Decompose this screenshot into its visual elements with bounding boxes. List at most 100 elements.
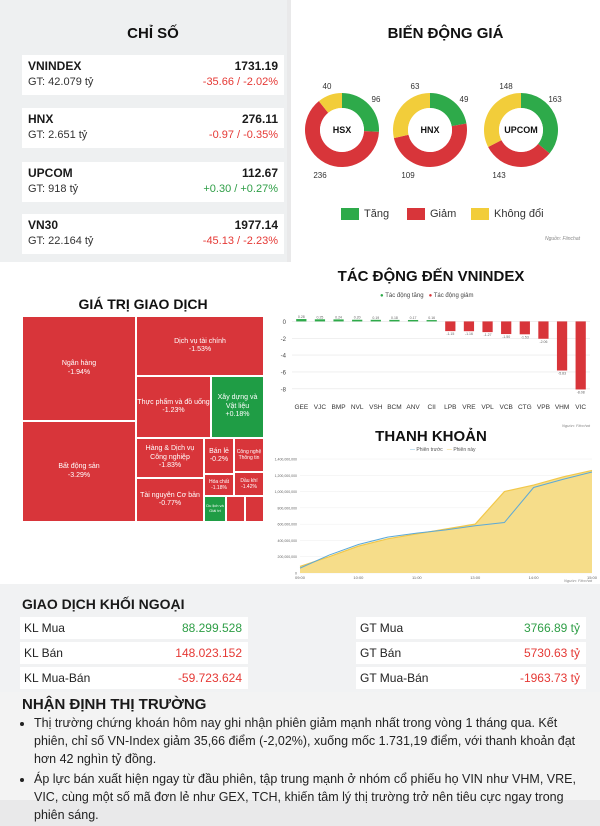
liquidity-source: Nguồn: Fiinchat bbox=[564, 578, 593, 583]
legend-dot-down-icon: ● bbox=[428, 293, 433, 299]
impact-data-label: -1.15 bbox=[446, 332, 454, 336]
impact-legend-down: Tác động giảm bbox=[433, 293, 474, 299]
donut-down-count: 236 bbox=[313, 171, 327, 180]
impact-data-label: 0.24 bbox=[335, 315, 342, 319]
impact-bar bbox=[482, 321, 493, 333]
donut-up-count: 49 bbox=[460, 95, 469, 104]
foreign-label: GT Mua-Bán bbox=[360, 671, 429, 685]
index-trade-value: GT: 42.079 tỷ bbox=[28, 76, 94, 88]
impact-x-tick: CII bbox=[428, 404, 437, 411]
index-change: -45.13 / -2.23% bbox=[202, 235, 278, 247]
impact-data-label: 0.19 bbox=[372, 316, 379, 320]
legend-flat-swatch bbox=[471, 208, 489, 221]
impact-title: TÁC ĐỘNG ĐẾN VNINDEX bbox=[337, 268, 525, 285]
legend-line-a-icon: — bbox=[410, 447, 415, 453]
liquidity-area bbox=[300, 470, 592, 573]
index-name: HNX bbox=[28, 112, 54, 126]
analysis-title: NHẬN ĐỊNH THỊ TRƯỜNG bbox=[22, 696, 207, 713]
donut-slice-flat bbox=[393, 93, 430, 139]
liquidity-y-tick: 1,000,000,000 bbox=[275, 490, 297, 494]
index-trade-value: GT: 918 tỷ bbox=[28, 183, 79, 195]
donut-slice-up bbox=[521, 93, 558, 154]
tm-label: Xây dựng và Vật liệu bbox=[217, 394, 258, 410]
tm-cell-tai-nguyen: Tài nguyên Cơ bản -0.77% bbox=[136, 478, 204, 522]
liquidity-line-previous bbox=[299, 471, 593, 569]
index-card-vnindex: VNINDEX GT: 42.079 tỷ 1731.19 -35.66 / -… bbox=[22, 55, 284, 95]
index-value: 276.11 bbox=[241, 112, 278, 126]
legend-flat: Không đổi bbox=[471, 208, 544, 221]
impact-source: Nguồn: Fiinchat bbox=[562, 423, 591, 428]
legend-up: Tăng bbox=[341, 208, 389, 221]
tm-pct: -0.77% bbox=[158, 500, 182, 507]
impact-bar bbox=[575, 321, 586, 390]
tm-label: Du lịch và Giải trí bbox=[206, 503, 224, 513]
tm-label: Thực phẩm và đồ uống bbox=[137, 398, 210, 406]
foreign-row: GT Bán 5730.63 tỷ bbox=[356, 642, 586, 664]
impact-x-tick: VCB bbox=[500, 404, 513, 411]
foreign-row: GT Mua-Bán -1963.73 tỷ bbox=[356, 667, 586, 689]
liquidity-chart: 1,400,000,000 1,200,000,000 1,000,000,000 8… bbox=[275, 458, 598, 584]
impact-data-label: 0.25 bbox=[317, 315, 324, 319]
index-name: UPCOM bbox=[28, 166, 73, 180]
impact-y-tick: 0 bbox=[283, 320, 287, 326]
liquidity-x-tick: 09:00 bbox=[295, 575, 306, 580]
donut-center-label: HSX bbox=[333, 125, 352, 135]
donut-slice-down bbox=[488, 140, 550, 168]
tm-pct: -1.42% bbox=[241, 484, 257, 490]
foreign-label: GT Mua bbox=[360, 621, 404, 635]
tm-cell-hoa-chat: Hóa chất -1.18% bbox=[204, 474, 234, 496]
impact-x-tick: VJC bbox=[314, 404, 327, 411]
donut-hole bbox=[499, 108, 543, 152]
impact-data-label: -1.27 bbox=[484, 333, 492, 337]
impact-y-tick: -8 bbox=[281, 387, 287, 393]
impact-x-tick: VSH bbox=[369, 404, 383, 411]
price-movement-title: BIẾN ĐỘNG GIÁ bbox=[387, 25, 504, 42]
tm-cell-small-2 bbox=[245, 496, 264, 522]
impact-bar bbox=[352, 319, 363, 322]
foreign-row: KL Mua 88.299.528 bbox=[20, 617, 248, 639]
impact-data-label: -8.08 bbox=[577, 390, 585, 394]
liquidity-x-tick: 11:00 bbox=[412, 575, 422, 580]
liquidity-y-tick: 0 bbox=[295, 572, 297, 576]
tm-label: Dịch vụ tài chính bbox=[174, 337, 226, 345]
tm-label: Công nghệ Thông tin bbox=[236, 449, 262, 461]
index-card-hnx: HNX GT: 2.651 tỷ 276.11 -0.97 / -0.35% bbox=[22, 108, 284, 148]
tm-label: Hóa chất bbox=[208, 479, 229, 485]
foreign-row: KL Mua-Bán -59.723.624 bbox=[20, 667, 248, 689]
liquidity-line-current bbox=[299, 469, 593, 568]
impact-x-tick: VPL bbox=[481, 404, 494, 411]
tm-cell-dich-vu-tai-chinh: Dịch vụ tài chính -1.53% bbox=[136, 316, 264, 376]
donut-center-label: HNX bbox=[420, 125, 439, 135]
index-trade-value: GT: 2.651 tỷ bbox=[28, 129, 88, 141]
index-value: 1731.19 bbox=[234, 59, 278, 73]
liquidity-legend: — Phiên trước — Phiên này bbox=[410, 447, 476, 453]
impact-data-label: -5.83 bbox=[558, 372, 566, 376]
donut-slice-down bbox=[393, 123, 467, 168]
tm-pct: +0.18% bbox=[225, 411, 250, 419]
impact-bar bbox=[463, 321, 475, 332]
impact-bar bbox=[501, 321, 512, 335]
donut-center-label: UPCOM bbox=[504, 125, 538, 135]
legend-line-b-icon: — bbox=[446, 447, 452, 453]
impact-bar bbox=[333, 319, 344, 322]
market-analysis-panel: NHẬN ĐỊNH THỊ TRƯỜNG Thị trường chứng kh… bbox=[0, 692, 600, 822]
liquidity-x-tick: 13:00 bbox=[470, 575, 481, 580]
foreign-value: 5730.63 tỷ bbox=[523, 646, 580, 660]
trading-value-title: GIÁ TRỊ GIAO DỊCH bbox=[78, 296, 208, 312]
tm-pct: -1.23% bbox=[162, 407, 185, 414]
impact-bar bbox=[519, 321, 530, 335]
impact-legend-up: Tác động tăng bbox=[385, 293, 424, 299]
index-trade-value: GT: 22.164 tỷ bbox=[28, 235, 94, 247]
trading-value-treemap: Ngân hàng -1.94% Bất động sản -3.29% Dịch … bbox=[22, 316, 264, 522]
tm-cell-dau-khi: Dầu khí -1.42% bbox=[234, 472, 264, 496]
impact-bar bbox=[426, 320, 437, 322]
liquidity-title: THANH KHOẢN bbox=[375, 428, 487, 445]
impact-x-tick: GEE bbox=[294, 404, 308, 411]
impact-x-tick: ANV bbox=[406, 404, 420, 411]
index-card-vn30: VN30 GT: 22.164 tỷ 1977.14 -45.13 / -2.2… bbox=[22, 214, 284, 254]
price-movement-source: Nguồn: Fiinchat bbox=[544, 236, 580, 242]
index-name: VN30 bbox=[28, 218, 59, 232]
impact-y-tick: -2 bbox=[281, 337, 287, 343]
liquidity-y-tick: 200,000,000 bbox=[278, 555, 298, 559]
tm-pct: -0.2% bbox=[209, 456, 229, 463]
